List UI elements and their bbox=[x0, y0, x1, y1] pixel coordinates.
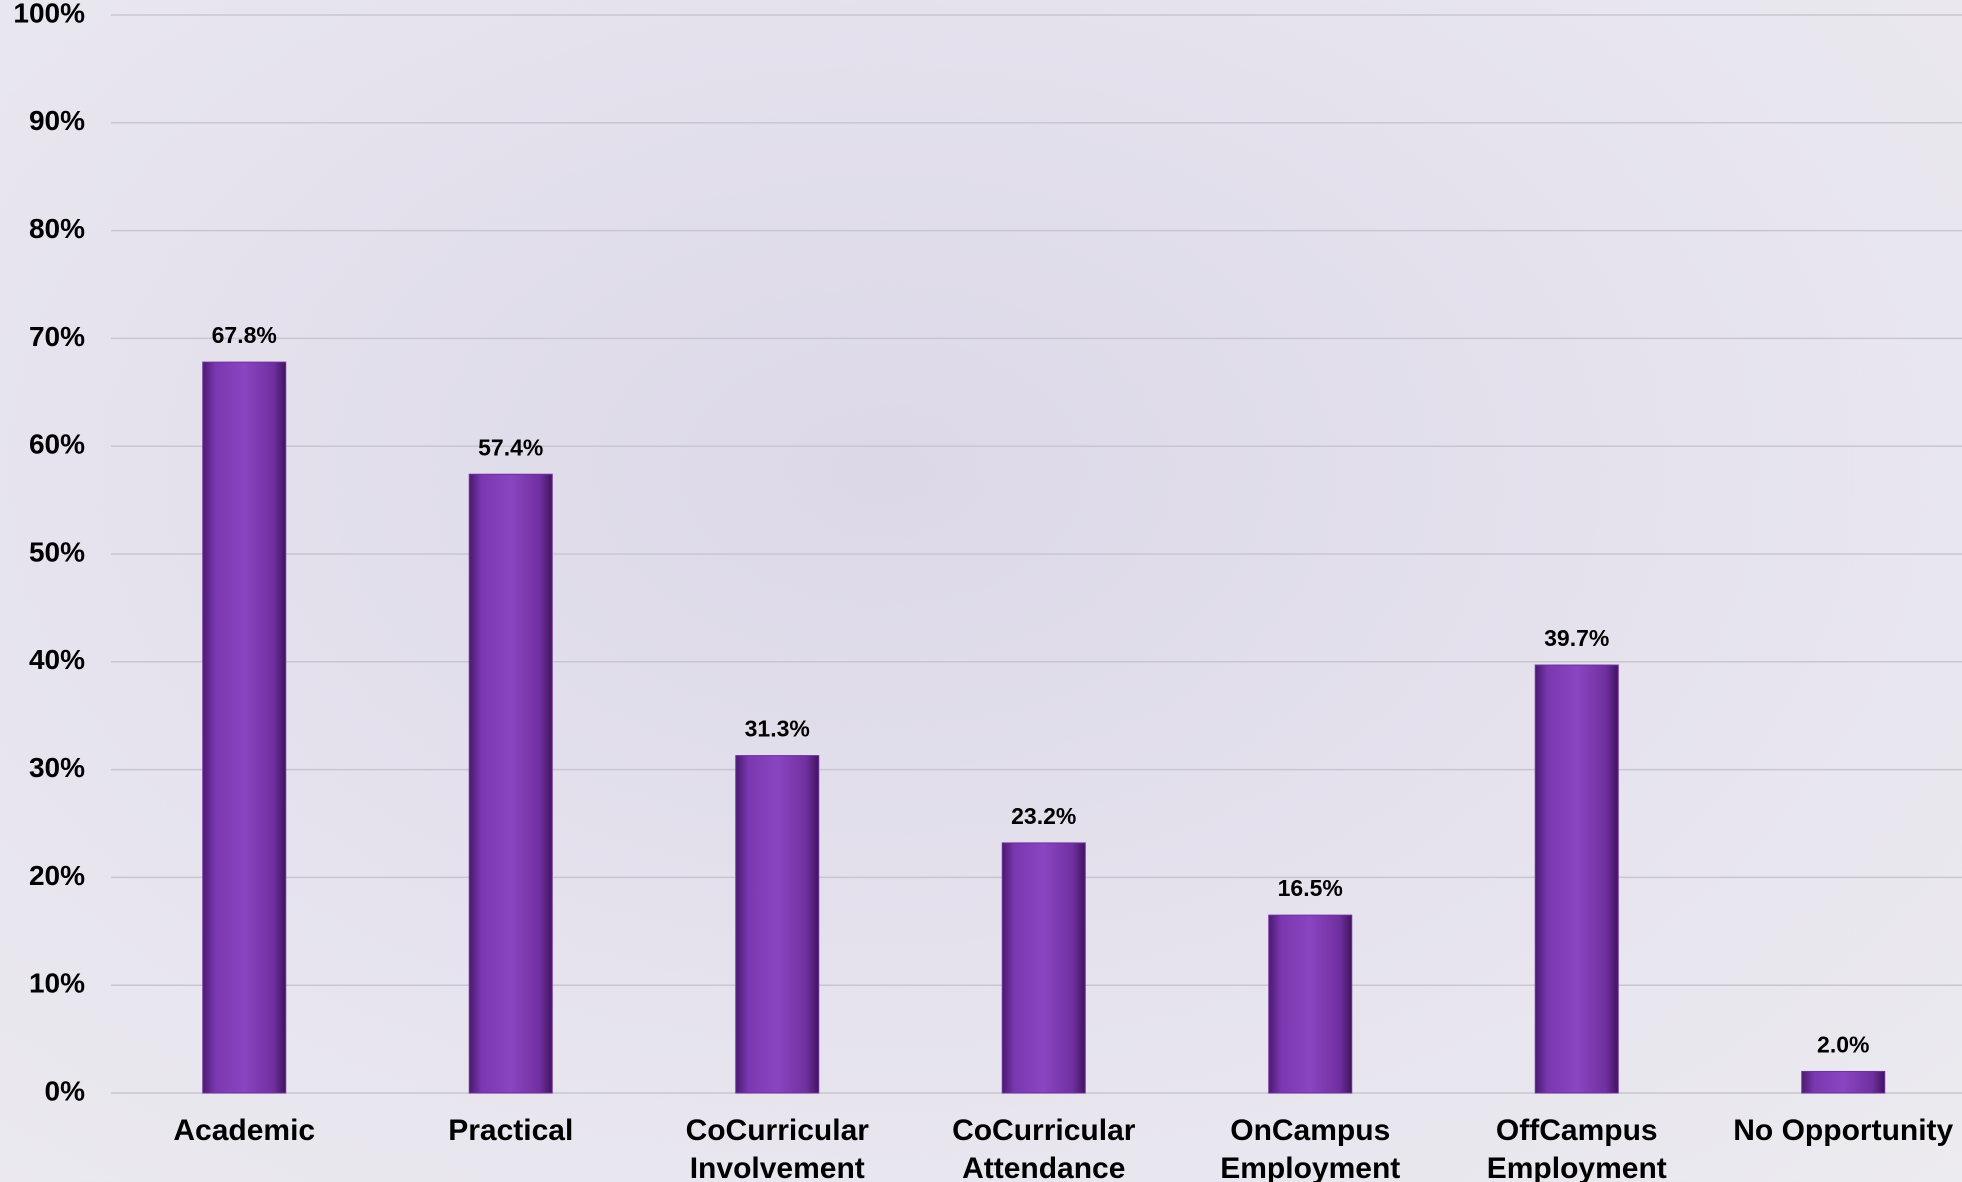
y-tick-label: 40% bbox=[29, 644, 85, 675]
bar bbox=[468, 473, 553, 1094]
x-tick-label: Practical bbox=[448, 1114, 574, 1147]
x-tick-label: OnCampus Employment bbox=[1220, 1114, 1401, 1182]
bar bbox=[1534, 664, 1619, 1094]
x-tick-label: CoCurricular Attendance bbox=[952, 1114, 1136, 1182]
value-label: 67.8% bbox=[212, 322, 277, 348]
value-label: 23.2% bbox=[1011, 803, 1076, 829]
x-tick-label: No Opportunity bbox=[1733, 1114, 1954, 1147]
value-label: 57.4% bbox=[478, 434, 543, 460]
value-label: 31.3% bbox=[745, 716, 810, 742]
y-tick-label: 80% bbox=[29, 213, 85, 244]
bar bbox=[1268, 914, 1353, 1094]
bar bbox=[202, 361, 287, 1094]
y-tick-label: 10% bbox=[29, 968, 85, 999]
y-tick-label: 70% bbox=[29, 321, 85, 352]
y-tick-label: 100% bbox=[13, 0, 85, 28]
value-label: 16.5% bbox=[1278, 875, 1343, 901]
bar bbox=[735, 755, 820, 1094]
value-label: 2.0% bbox=[1817, 1032, 1869, 1058]
y-tick-label: 60% bbox=[29, 429, 85, 460]
bar bbox=[1801, 1070, 1886, 1094]
x-tick-label: OffCampus Employment bbox=[1486, 1114, 1667, 1182]
y-tick-label: 20% bbox=[29, 860, 85, 891]
y-tick-label: 50% bbox=[29, 536, 85, 567]
value-label: 39.7% bbox=[1544, 625, 1609, 651]
x-tick-label: CoCurricular Involvement bbox=[685, 1114, 869, 1182]
y-tick-label: 0% bbox=[45, 1075, 86, 1106]
y-tick-label: 90% bbox=[29, 105, 85, 136]
bar bbox=[1001, 842, 1086, 1094]
y-tick-label: 30% bbox=[29, 752, 85, 783]
x-tick-label: Academic bbox=[173, 1114, 316, 1147]
